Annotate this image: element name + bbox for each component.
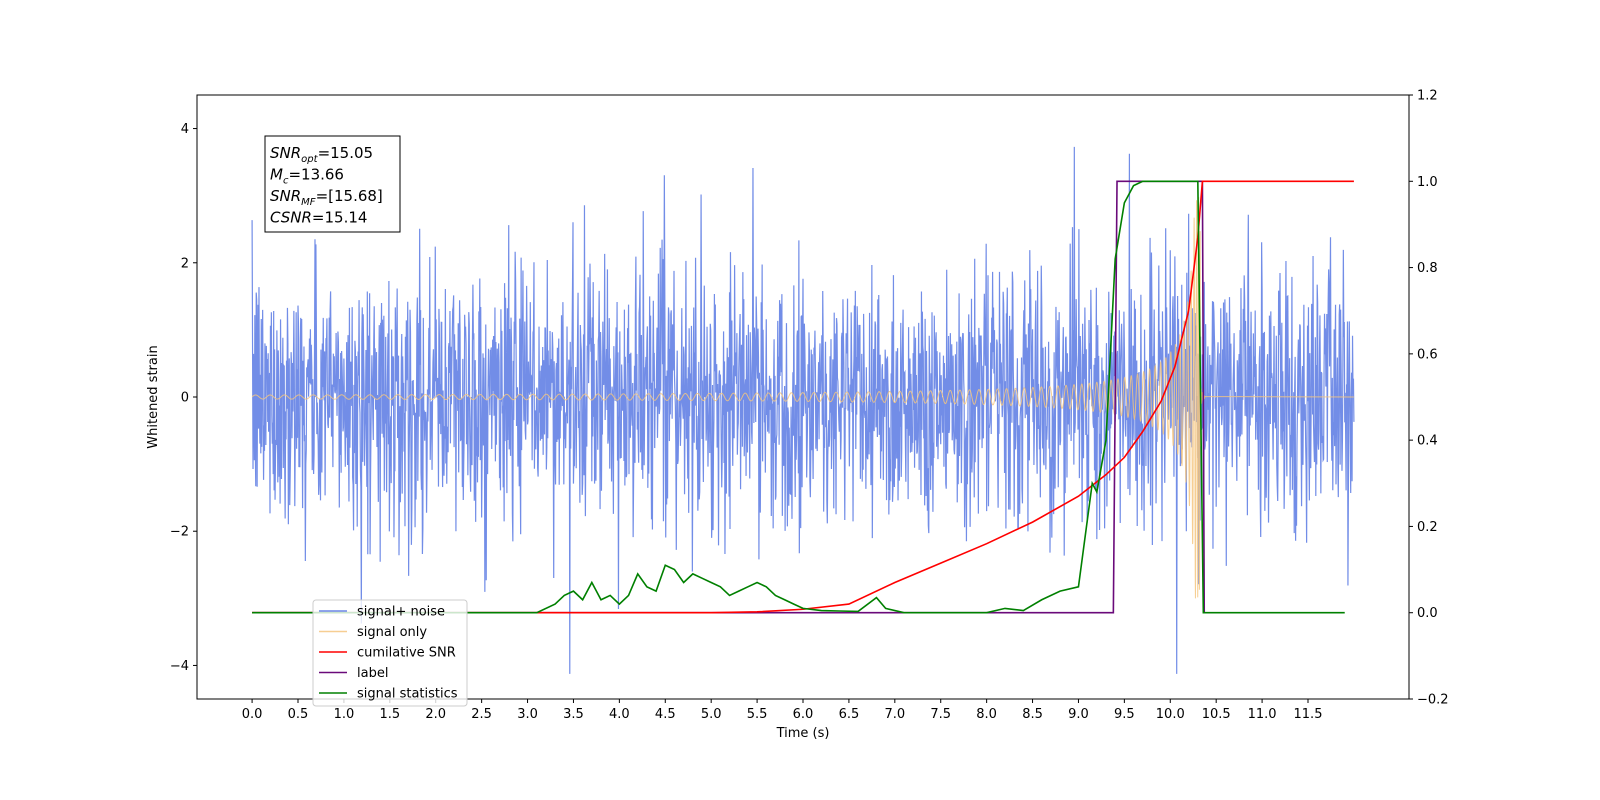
x-tick-label: 4.5 <box>655 707 676 722</box>
series-signal-only <box>251 197 1354 599</box>
x-tick-label: 0.0 <box>242 707 263 722</box>
x-tick-label: 3.5 <box>563 707 584 722</box>
y2-tick-label: 1.0 <box>1417 175 1438 190</box>
series-line-signal-only <box>251 197 1354 599</box>
y-axis-right: 1.2 1.0 0.8 0.6 0.4 0.2 0.0 −0.2 <box>1409 89 1449 708</box>
y2-tick-label: 0.0 <box>1417 606 1438 621</box>
series-line-cumilative-snr <box>252 180 1354 614</box>
info-box-line: SNRMF=[15.68] <box>270 187 383 208</box>
legend-entry-signal-only: signal only <box>357 625 427 640</box>
x-tick-label: 10.5 <box>1202 707 1231 722</box>
x-axis-label: Time (s) <box>776 726 830 741</box>
x-tick-label: 6.5 <box>839 707 860 722</box>
y2-tick-label: 0.6 <box>1417 347 1438 362</box>
series-signal-noise <box>251 146 1355 674</box>
x-tick-label: 0.5 <box>288 707 309 722</box>
y-axis-left: 4 2 0 −2 −4 <box>170 122 197 674</box>
legend-entry-signal-statistics: signal statistics <box>357 687 458 702</box>
y-tick-label: −2 <box>170 525 189 540</box>
x-tick-label: 2.0 <box>425 707 446 722</box>
x-tick-label: 7.5 <box>930 707 951 722</box>
y-tick-label: 4 <box>181 122 189 137</box>
info-box-line: CSNR=15.14 <box>270 209 367 227</box>
x-axis: 0.0 0.5 1.0 1.5 2.0 2.5 3.0 3.5 4.0 4.5 5.0 5.5 6.0 6… <box>242 699 1323 722</box>
x-tick-label: 7.0 <box>884 707 905 722</box>
y2-tick-label: −0.2 <box>1417 693 1449 708</box>
series-line-signal-statistics <box>252 180 1345 614</box>
plot-area <box>251 146 1355 674</box>
y-tick-label: 0 <box>181 391 189 406</box>
info-box-line: SNRopt=15.05 <box>270 144 373 165</box>
info-box-line: Mc=13.66 <box>270 166 344 187</box>
x-tick-label: 11.5 <box>1294 707 1323 722</box>
x-tick-label: 1.0 <box>334 707 355 722</box>
legend-frame <box>312 599 468 707</box>
series-line-signal-noise <box>251 146 1355 674</box>
y-tick-label: −4 <box>170 659 189 674</box>
y2-tick-label: 1.2 <box>1417 89 1438 104</box>
x-tick-label: 3.0 <box>517 707 538 722</box>
x-tick-label: 11.0 <box>1248 707 1277 722</box>
y-axis-label: Whitened strain <box>146 345 161 448</box>
x-tick-label: 1.5 <box>379 707 400 722</box>
legend-entry-signal-noise: signal+ noise <box>357 605 445 620</box>
x-tick-label: 5.0 <box>701 707 722 722</box>
info-box: SNRopt=15.05Mc=13.66SNRMF=[15.68]CSNR=15… <box>264 135 401 233</box>
series-lines <box>252 180 1354 614</box>
x-tick-label: 6.0 <box>793 707 814 722</box>
x-tick-label: 8.5 <box>1022 707 1043 722</box>
x-tick-label: 10.0 <box>1156 707 1185 722</box>
legend-entry-label: label <box>357 666 388 681</box>
y-tick-label: 2 <box>181 256 189 271</box>
legend: signal+ noise signal only cumilative SNR la… <box>312 599 468 707</box>
x-tick-label: 5.5 <box>747 707 768 722</box>
x-tick-label: 8.0 <box>976 707 997 722</box>
legend-entry-cumilative-snr: cumilative SNR <box>357 646 456 661</box>
x-tick-label: 2.5 <box>471 707 492 722</box>
x-tick-label: 9.5 <box>1114 707 1135 722</box>
x-tick-label: 9.0 <box>1068 707 1089 722</box>
y2-tick-label: 0.2 <box>1417 520 1438 535</box>
x-tick-label: 4.0 <box>609 707 630 722</box>
info-box-frame <box>264 135 401 233</box>
y2-tick-label: 0.8 <box>1417 261 1438 276</box>
y2-tick-label: 0.4 <box>1417 434 1438 449</box>
